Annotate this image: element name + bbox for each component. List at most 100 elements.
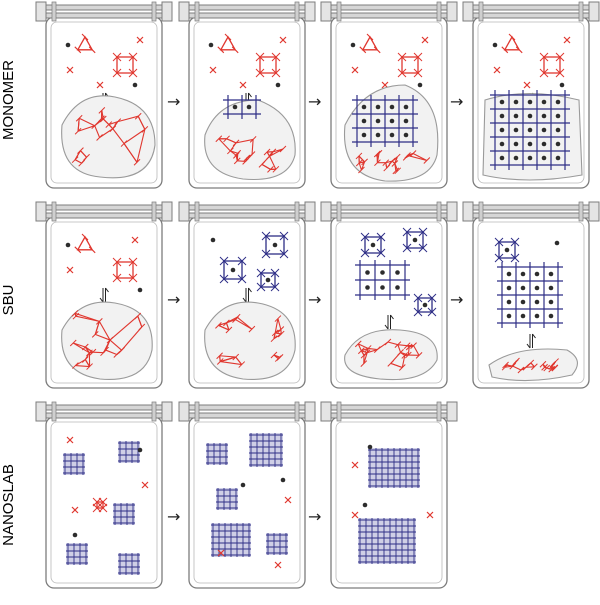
lid-bar [40,205,168,210]
lid-bar [467,213,595,218]
clamp [152,202,156,221]
jar-monomer-4 [463,2,599,188]
molecule-dot [560,83,565,88]
clamp [305,202,315,221]
pore-dot [521,314,526,319]
molecule-dot [363,503,368,508]
amorphous-blob [205,302,296,379]
pore-dot [542,142,547,147]
nanoslab [358,518,416,564]
clamp [162,402,172,421]
pore-dot [390,105,395,110]
molecule-dot [211,238,216,243]
clamp [463,2,473,21]
clamp [52,202,56,221]
pore-dot [380,270,385,275]
molecule-dot [133,83,138,88]
lid-bar [325,413,453,418]
molecule-dot [493,43,498,48]
clamp [337,202,341,221]
molecule-dot [66,43,71,48]
jar-sbu-2 [179,202,315,388]
pore-dot [404,105,409,110]
molecule-dot [281,478,286,483]
pore-dot [542,156,547,161]
pore-dot [500,156,505,161]
jar-sbu-3 [321,202,457,388]
clamp [36,2,46,21]
jar-sbu-1 [36,202,172,388]
pore-dot [362,119,367,124]
nanoslab [63,453,85,475]
pore-dot [380,285,385,290]
clamp [305,2,315,21]
molecule-dot [66,243,71,248]
pore-dot [535,272,540,277]
pore-dot [365,270,370,275]
pore-dot [390,119,395,124]
jar-sbu-4 [463,202,599,388]
jar-body [189,417,305,588]
molecule-dot [73,533,78,538]
lid-bar [40,405,168,410]
clamp [152,2,156,21]
pore-dot [549,286,554,291]
pore-dot [535,300,540,305]
clamp [579,2,583,21]
pore-dot [507,314,512,319]
pore-dot [514,142,519,147]
clamp [305,402,315,421]
sbu-center-dot [413,238,418,243]
nanoslab [66,543,88,565]
clamp [447,202,457,221]
sbu-center-dot [371,243,376,248]
sbu-center-dot [231,268,236,273]
lid-bar [183,13,311,18]
sbu-square [262,232,288,258]
clamp [479,202,483,221]
pore-dot [556,114,561,119]
clamp [589,2,599,21]
pore-dot [507,286,512,291]
clamp [479,2,483,21]
clamp [179,202,189,221]
clamp [179,402,189,421]
pore-dot [528,128,533,133]
molecule-dot [138,448,143,453]
lid-bar [325,13,453,18]
nanoslab [113,503,135,525]
molecule-dot [209,43,214,48]
jar-nanoslab-3 [321,402,457,588]
pore-dot [390,133,395,138]
lid-bar [183,413,311,418]
nanoslab [266,533,288,555]
molecule-dot [351,43,356,48]
crystalline-cof-grid [490,90,570,170]
pore-dot [535,314,540,319]
clamp [437,2,441,21]
clamp [447,2,457,21]
pore-dot [542,114,547,119]
sbu-center-dot [505,248,510,253]
lid-bar [40,13,168,18]
pore-dot [507,272,512,277]
nanoslab [211,523,251,557]
lid-bar [325,213,453,218]
pore-dot [542,100,547,105]
nanoslab [206,443,228,465]
lid-bar [40,413,168,418]
lid-bar [183,5,311,10]
clamp [337,402,341,421]
clamp [162,202,172,221]
sbu-center-dot [423,303,428,308]
molecule-dot [418,83,423,88]
pore-dot [500,100,505,105]
pore-dot [376,105,381,110]
jar-monomer-3 [321,2,457,188]
clamp [437,402,441,421]
molecule-dot [368,445,373,450]
pore-dot [362,105,367,110]
pore-dot [404,133,409,138]
pore-dot [521,286,526,291]
